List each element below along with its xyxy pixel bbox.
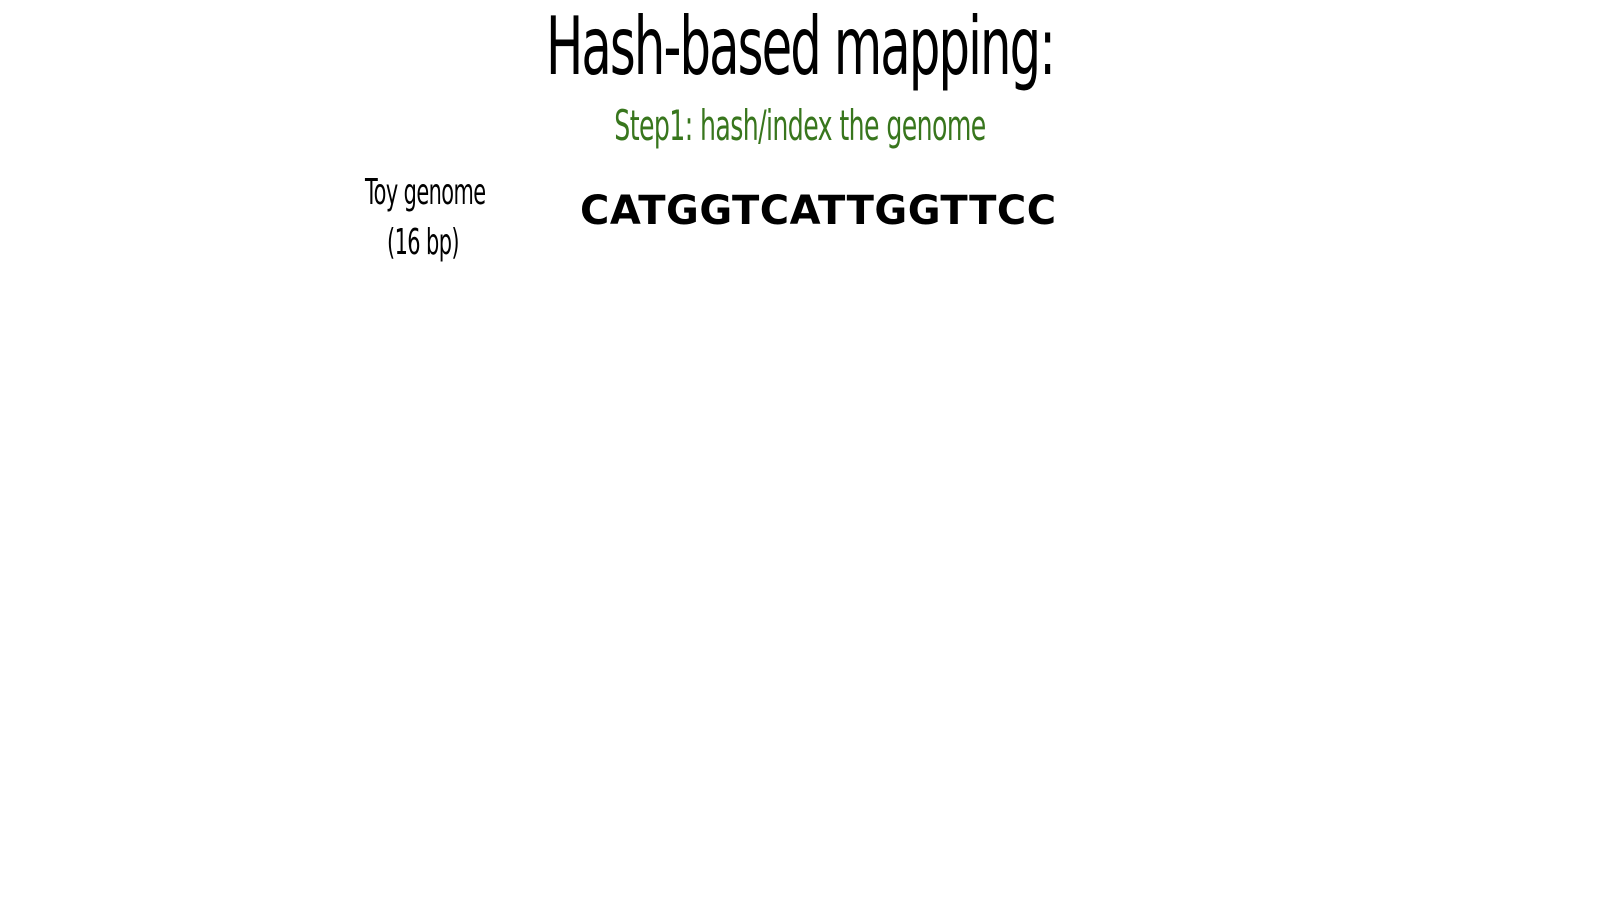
genome-label: Toy genome (16 bp) [365,168,486,268]
slide-subtitle: Step1: hash/index the genome [614,101,986,150]
genome-sequence: CATGGTCATTGGTTCC [580,188,1057,234]
genome-label-line2: (16 bp) [387,222,460,263]
genome-label-line1: Toy genome [365,172,486,213]
slide-title: Hash-based mapping: [545,0,1056,93]
